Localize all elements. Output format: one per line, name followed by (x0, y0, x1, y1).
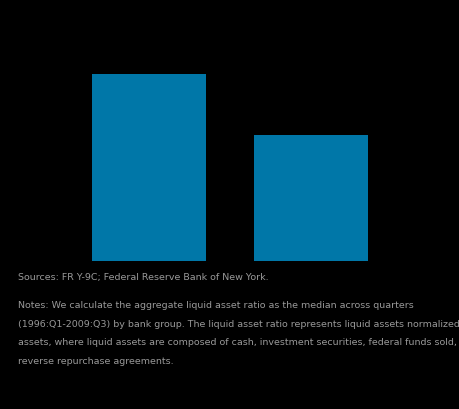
Text: Sources: FR Y-9C; Federal Reserve Bank of New York.: Sources: FR Y-9C; Federal Reserve Bank o… (18, 272, 269, 281)
Bar (254, 135, 367, 262)
Text: (1996:Q1-2009:Q3) by bank group. The liquid asset ratio represents liquid assets: (1996:Q1-2009:Q3) by bank group. The liq… (18, 319, 459, 328)
Bar (92, 75, 205, 262)
Text: reverse repurchase agreements.: reverse repurchase agreements. (18, 356, 174, 365)
Text: Notes: We calculate the aggregate liquid asset ratio as the median across quarte: Notes: We calculate the aggregate liquid… (18, 301, 413, 310)
Text: assets, where liquid assets are composed of cash, investment securities, federal: assets, where liquid assets are composed… (18, 337, 459, 346)
